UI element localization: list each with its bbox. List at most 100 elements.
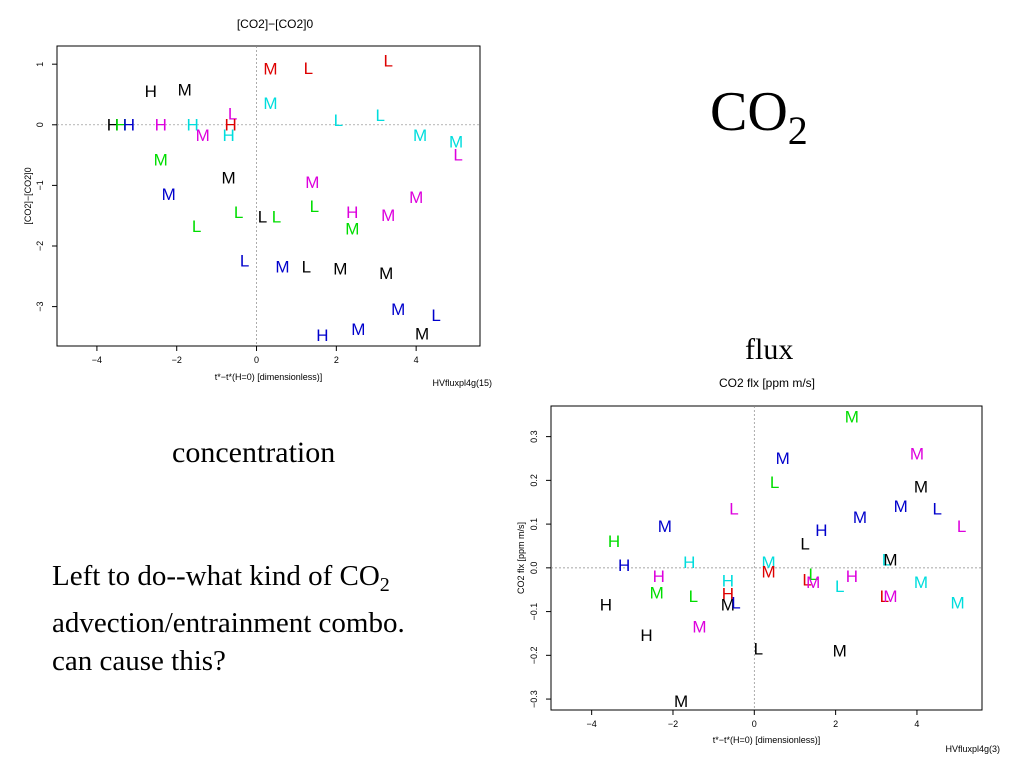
- data-point: M: [154, 150, 168, 169]
- data-point: M: [910, 445, 924, 464]
- data-point: L: [192, 217, 201, 236]
- data-point: H: [155, 115, 167, 134]
- data-point: H: [653, 567, 665, 586]
- data-point: L: [770, 473, 779, 492]
- note-line-1-text: Left to do--what kind of CO: [52, 560, 380, 592]
- slide-title-main: CO: [710, 81, 788, 143]
- data-point: L: [809, 565, 818, 584]
- y-tick-label: 0.0: [529, 562, 539, 575]
- data-point: M: [275, 258, 289, 277]
- x-tick-label: −2: [172, 355, 182, 365]
- chart-footnote: HVfluxpl4g(15): [432, 378, 492, 388]
- note-line-1: Left to do--what kind of CO2: [52, 557, 492, 604]
- y-tick-label: −0.1: [529, 603, 539, 621]
- data-point: L: [302, 258, 311, 277]
- data-point: M: [883, 550, 897, 569]
- slide-title: CO2: [710, 80, 808, 154]
- data-point: M: [806, 573, 820, 592]
- concentration-label: concentration: [172, 436, 336, 469]
- data-point: H: [815, 521, 827, 540]
- x-tick-label: 2: [833, 719, 838, 729]
- y-axis-label: CO2 flx [ppm m/s]: [516, 522, 526, 594]
- data-point: M: [333, 260, 347, 279]
- data-point: L: [882, 550, 891, 569]
- x-tick-label: 4: [414, 355, 419, 365]
- data-point: H: [145, 82, 157, 101]
- y-tick-label: −0.2: [529, 646, 539, 664]
- data-point: M: [263, 60, 277, 79]
- data-point: H: [316, 326, 328, 345]
- data-point: M: [413, 126, 427, 145]
- data-point: H: [107, 115, 119, 134]
- data-point: L: [304, 59, 313, 78]
- data-point: H: [115, 115, 127, 134]
- chart-title: [CO2]−[CO2]0: [237, 17, 314, 31]
- x-tick-label: 0: [752, 719, 757, 729]
- data-point: L: [334, 111, 343, 130]
- y-tick-label: −3: [35, 301, 45, 311]
- data-point: M: [650, 584, 664, 603]
- note-text: Left to do--what kind of CO2 advection/e…: [52, 557, 492, 680]
- data-point: M: [178, 81, 192, 100]
- data-point: L: [729, 499, 738, 518]
- y-tick-label: −2: [35, 241, 45, 251]
- data-point: M: [222, 169, 236, 188]
- x-axis-label: t*−t*(H=0) [dimensionless)]: [713, 735, 821, 745]
- data-point: M: [914, 477, 928, 496]
- x-tick-label: 0: [254, 355, 259, 365]
- data-point: L: [240, 252, 249, 271]
- x-axis-label: t*−t*(H=0) [dimensionless)]: [215, 372, 323, 382]
- data-point: L: [800, 534, 809, 553]
- data-point: L: [431, 306, 440, 325]
- data-point: L: [933, 499, 942, 518]
- data-point: L: [383, 52, 392, 71]
- y-tick-label: 0.1: [529, 518, 539, 531]
- y-tick-label: −1: [35, 180, 45, 190]
- data-point: L: [802, 571, 811, 590]
- data-point: M: [761, 563, 775, 582]
- data-point: M: [305, 173, 319, 192]
- data-point: M: [914, 573, 928, 592]
- data-point: M: [833, 641, 847, 660]
- flux-label: flux: [745, 333, 794, 366]
- data-point: L: [258, 207, 267, 226]
- chart-footnote: HVfluxpl4g(3): [945, 744, 1000, 754]
- y-tick-label: 0.3: [529, 430, 539, 443]
- plot-frame: [550, 405, 983, 711]
- y-tick-label: 0: [35, 122, 45, 127]
- data-point: L: [228, 104, 237, 123]
- data-point: H: [608, 532, 620, 551]
- data-point: M: [692, 617, 706, 636]
- data-point: H: [123, 115, 135, 134]
- x-tick-label: −2: [668, 719, 678, 729]
- data-point: L: [835, 577, 844, 596]
- y-tick-label: 0.2: [529, 474, 539, 487]
- data-point: M: [391, 300, 405, 319]
- flux-chart: −4 −2 0 2 4 −0.3 −0.2 −0.1 0.0 0.1 0.2 0.3 CO2 flx […: [516, 376, 1000, 754]
- data-point: M: [381, 206, 395, 225]
- x-tick-label: 2: [334, 355, 339, 365]
- data-point: M: [658, 517, 672, 536]
- data-point: L: [689, 587, 698, 606]
- data-point: H: [600, 596, 612, 615]
- data-point: L: [234, 203, 243, 222]
- data-point: M: [345, 220, 359, 239]
- data-point: M: [853, 508, 867, 527]
- y-tick-label: −0.3: [529, 690, 539, 708]
- data-point: M: [883, 587, 897, 606]
- data-point: L: [957, 517, 966, 536]
- data-point: M: [721, 596, 735, 615]
- data-point: L: [731, 593, 740, 612]
- data-point: L: [376, 106, 385, 125]
- plot-frame: [56, 45, 481, 347]
- data-point: H: [846, 567, 858, 586]
- data-point: M: [379, 264, 393, 283]
- y-tick-label: 1: [35, 62, 45, 67]
- data-point: M: [449, 132, 463, 151]
- data-point: M: [894, 497, 908, 516]
- data-point: H: [722, 571, 734, 590]
- note-line-1-subscript: 2: [379, 574, 390, 596]
- concentration-chart: −4 −2 0 2 4 −3 −2 −1 0 1 [CO2]−[CO2]0 t*−t*(H=0) [d…: [23, 17, 492, 388]
- data-point: M: [761, 553, 775, 572]
